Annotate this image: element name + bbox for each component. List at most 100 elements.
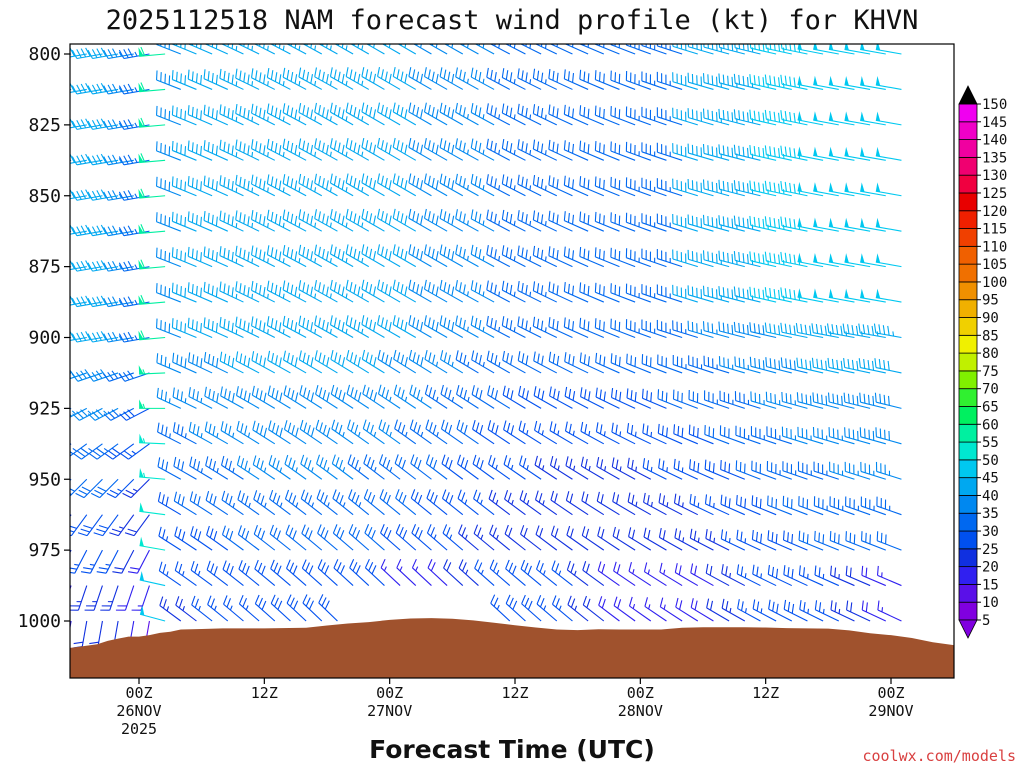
wind-barb <box>124 514 150 537</box>
wind-barb <box>672 249 698 268</box>
wind-barb <box>252 420 276 445</box>
wind-barb <box>440 419 464 445</box>
wind-barb <box>610 70 636 90</box>
wind-barb <box>268 455 291 480</box>
wind-barb <box>314 209 338 232</box>
wind-barb <box>843 358 871 374</box>
wind-barb <box>734 44 761 55</box>
wind-barb <box>718 108 745 126</box>
wind-barb <box>377 137 401 161</box>
colorbar-label: 20 <box>982 560 999 576</box>
wind-barb <box>702 179 730 197</box>
wind-barb <box>736 529 761 551</box>
wind-barb <box>96 549 119 574</box>
wind-barb <box>844 427 871 445</box>
wind-barb <box>0 261 24 271</box>
wind-barb <box>118 190 150 201</box>
wind-barb <box>314 315 338 338</box>
wind-barb <box>89 443 119 460</box>
wind-barb <box>455 209 479 232</box>
wind-barb <box>425 454 448 480</box>
wind-barb <box>0 444 8 459</box>
wind-barb <box>219 316 244 338</box>
wind-barb <box>423 173 448 197</box>
wind-barb <box>361 102 385 126</box>
wind-barb <box>408 315 432 338</box>
wind-barb <box>87 153 119 166</box>
wind-barb <box>282 280 307 303</box>
wind-barb <box>392 173 417 197</box>
wind-barb <box>441 454 464 480</box>
colorbar-label: 70 <box>982 382 999 398</box>
wind-barb <box>424 384 448 409</box>
wind-barb <box>70 295 87 306</box>
wind-barb <box>346 349 370 374</box>
wind-barb <box>70 443 88 457</box>
wind-barb <box>158 526 182 551</box>
wind-barb <box>71 118 103 130</box>
wind-barb <box>470 209 495 232</box>
wind-barb <box>159 596 182 622</box>
wind-barb <box>455 315 479 338</box>
wind-barb <box>329 67 354 90</box>
wind-barb <box>0 408 24 420</box>
wind-barb <box>548 69 573 90</box>
wind-barb <box>875 427 902 445</box>
wind-barb <box>535 525 558 551</box>
wind-barb <box>220 44 244 55</box>
wind-barb <box>780 322 808 339</box>
x-tick-label: 00Z <box>877 684 904 702</box>
wind-barb <box>408 208 432 232</box>
wind-barb <box>0 84 24 94</box>
y-tick-label: 800 <box>28 44 61 65</box>
wind-barb <box>238 594 260 622</box>
wind-barb <box>77 514 103 537</box>
wind-barb <box>282 209 307 232</box>
wind-barb <box>377 102 401 126</box>
wind-barb <box>828 217 855 232</box>
wind-barb <box>285 524 307 551</box>
wind-barb <box>139 433 166 445</box>
wind-barb <box>687 285 714 303</box>
wind-barb <box>331 419 354 445</box>
colorbar-label: 135 <box>982 150 1007 166</box>
wind-barb <box>672 44 698 55</box>
wind-barb <box>203 69 229 90</box>
x-tick-label: 27NOV <box>367 702 412 720</box>
wind-barb <box>828 44 855 55</box>
wind-barb <box>845 496 871 516</box>
wind-barb <box>318 594 338 622</box>
wind-barb <box>470 138 495 161</box>
wind-barb <box>73 443 103 460</box>
wind-barb <box>175 596 197 622</box>
wind-barb <box>688 424 714 445</box>
wind-barb <box>156 318 181 339</box>
wind-barb <box>219 210 244 232</box>
wind-barbs <box>0 44 902 649</box>
wind-barb <box>641 213 667 232</box>
wind-barb <box>411 558 432 586</box>
wind-barb <box>455 138 479 161</box>
wind-barb <box>551 560 573 586</box>
wind-barb <box>702 73 730 90</box>
wind-barb <box>721 598 746 622</box>
wind-barb <box>330 384 354 409</box>
wind-barb <box>471 385 495 409</box>
wind-barb <box>393 384 417 409</box>
wind-barb <box>750 426 777 445</box>
wind-barb <box>70 585 72 591</box>
colorbar-top-arrow <box>958 85 978 105</box>
wind-barb <box>687 249 714 268</box>
wind-barb <box>626 353 651 374</box>
wind-barb <box>877 600 902 622</box>
wind-barb <box>118 119 150 130</box>
plot-frame <box>69 43 955 679</box>
wind-barb <box>875 111 902 126</box>
wind-barb <box>392 208 417 232</box>
wind-barb <box>518 420 542 445</box>
wind-barb <box>27 444 56 459</box>
wind-barb <box>266 103 291 126</box>
wind-barb <box>860 496 886 516</box>
wind-barb <box>594 176 620 197</box>
